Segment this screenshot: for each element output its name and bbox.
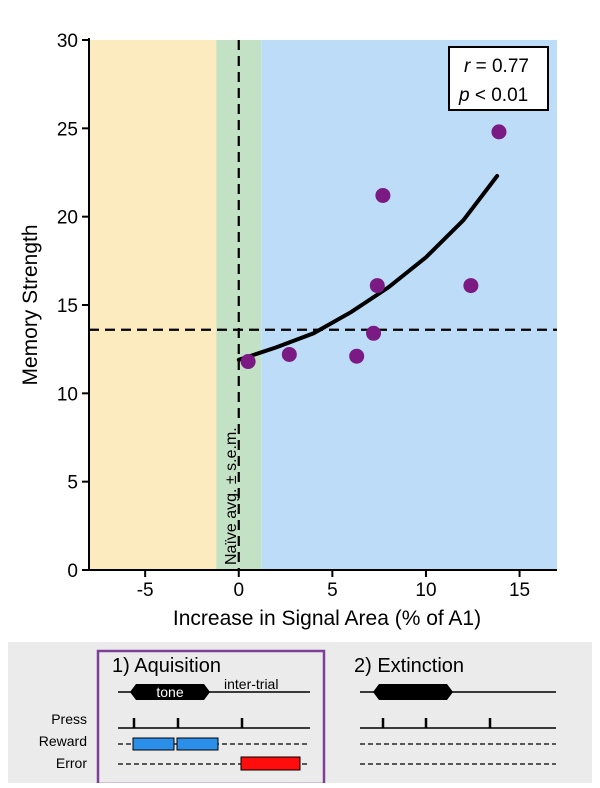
data-points bbox=[240, 124, 507, 370]
x-tick-label: 0 bbox=[233, 580, 244, 601]
acquisition-tone-shape bbox=[130, 684, 210, 700]
x-tick-label: 15 bbox=[509, 580, 530, 601]
data-point-6 bbox=[463, 278, 479, 294]
data-point-4 bbox=[369, 278, 385, 294]
region-band-2 bbox=[261, 40, 557, 570]
data-point-5 bbox=[375, 187, 391, 203]
x-tick-label: -5 bbox=[137, 580, 154, 601]
p-value: < 0.01 bbox=[470, 85, 529, 106]
region-band-0 bbox=[89, 40, 217, 570]
data-point-3 bbox=[366, 325, 382, 341]
r-value-text: r = 0.77 bbox=[464, 56, 529, 77]
stats-box: r = 0.77 p < 0.01 bbox=[448, 46, 549, 111]
extinction-title: 2) Extinction bbox=[354, 655, 464, 677]
y-tick-label: 10 bbox=[57, 384, 78, 405]
y-tick-label: 30 bbox=[57, 31, 78, 52]
extinction-tone-shape bbox=[373, 684, 453, 700]
row-label-reward: Reward bbox=[39, 733, 87, 749]
y-tick-label: 20 bbox=[57, 208, 78, 229]
data-point-0 bbox=[240, 354, 256, 370]
error-block bbox=[240, 756, 301, 771]
x-axis-label: Increase in Signal Area (% of A1) bbox=[173, 607, 481, 630]
r-value: = 0.77 bbox=[470, 56, 529, 77]
axes: 0 5 10 15 20 25 30 -5 0 5 10 15 bbox=[57, 31, 557, 601]
y-tick-label: 0 bbox=[67, 561, 78, 582]
acquisition-title: 1) Aquisition bbox=[112, 655, 221, 677]
row-label-error: Error bbox=[56, 755, 87, 771]
y-tick-label: 5 bbox=[67, 473, 78, 494]
task-schematic-diagram: 1) Aquisition 2) Extinction tone inter-t… bbox=[39, 649, 556, 786]
p-value-text: p < 0.01 bbox=[458, 85, 528, 106]
p-label: p bbox=[458, 85, 470, 106]
x-tick-label: 5 bbox=[327, 580, 338, 601]
y-axis-label: Memory Strength bbox=[19, 224, 42, 385]
data-point-1 bbox=[281, 346, 297, 362]
data-point-7 bbox=[491, 124, 507, 140]
data-point-2 bbox=[349, 348, 365, 364]
r-label: r bbox=[464, 56, 471, 77]
naive-average-label: Naïve avg. ± s.e.m. bbox=[223, 427, 240, 565]
y-tick-label: 15 bbox=[57, 296, 78, 317]
row-label-press: Press bbox=[51, 711, 87, 727]
fit-curve bbox=[236, 174, 500, 362]
reward-block bbox=[176, 737, 219, 751]
background-regions bbox=[89, 40, 557, 570]
reward-block bbox=[132, 737, 175, 751]
scatter-chart: Naïve avg. ± s.e.m. 0 5 10 15 20 25 30 -5 0 5 10 15… bbox=[19, 31, 557, 630]
task-schematic: 1) Aquisition 2) Extinction tone inter-t… bbox=[8, 642, 592, 786]
inter-trial-label: inter-trial bbox=[224, 676, 278, 692]
y-tick-label: 25 bbox=[57, 119, 78, 140]
tone-label: tone bbox=[156, 684, 183, 700]
x-tick-label: 10 bbox=[415, 580, 436, 601]
